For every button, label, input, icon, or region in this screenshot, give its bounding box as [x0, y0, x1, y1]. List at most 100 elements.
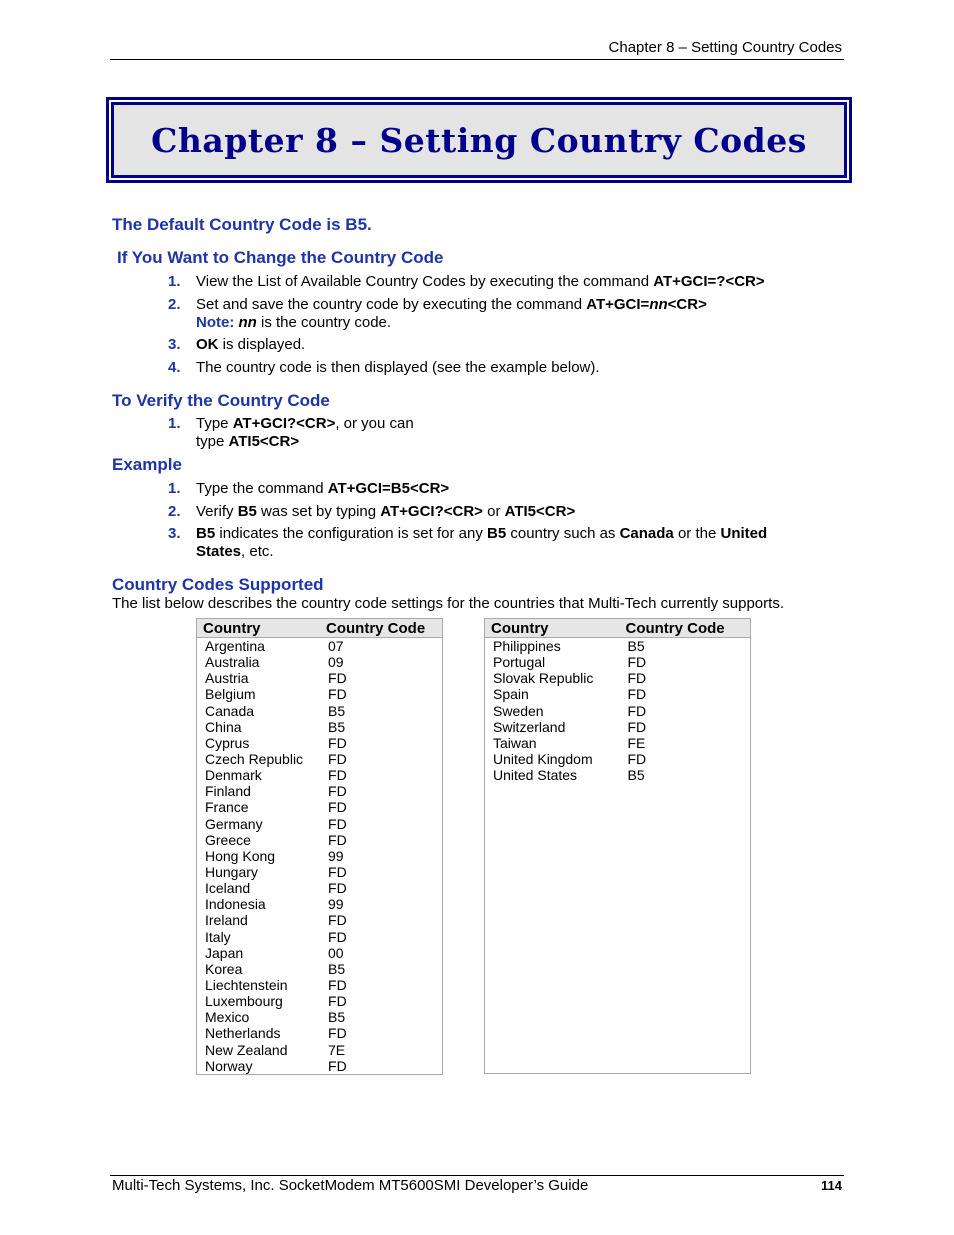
command-text: Canada: [619, 525, 674, 542]
table-row: Austria FD: [197, 670, 443, 686]
step-number: 1.: [168, 415, 181, 432]
country-cell: Luxembourg: [205, 993, 283, 1010]
step-text: OK is displayed.: [196, 336, 305, 354]
command-text: AT+GCI?<CR>: [232, 415, 336, 432]
table-row: Spain FD: [485, 686, 751, 702]
command-text: B5: [487, 525, 507, 542]
country-cell: Germany: [205, 815, 263, 832]
column-header-country: Country: [196, 618, 321, 638]
table-row: Belgium FD: [197, 686, 443, 702]
country-code-cell: 07: [328, 638, 344, 655]
table-row: Finland FD: [197, 783, 443, 799]
country-cell: Ireland: [205, 912, 248, 929]
country-cell: France: [205, 799, 249, 816]
table-row: United Kingdom FD: [485, 751, 751, 767]
step-number: 1.: [168, 480, 181, 497]
country-cell: Hungary: [205, 864, 258, 881]
supported-intro: The list below describes the country cod…: [112, 595, 784, 612]
column-header-code: Country Code: [619, 618, 751, 638]
step-text: The country code is then displayed (see …: [196, 359, 600, 377]
country-code-cell: FD: [328, 831, 347, 848]
table-row: Hungary FD: [197, 864, 443, 880]
country-code-cell: FD: [328, 799, 347, 816]
country-code-cell: 00: [328, 944, 344, 961]
step-text-segment: The country code is then displayed (see …: [196, 359, 600, 376]
step-text: Type the command AT+GCI=B5<CR>: [196, 480, 449, 498]
country-cell: New Zealand: [205, 1041, 288, 1058]
country-code-cell: FD: [328, 928, 347, 945]
table-row: Germany FD: [197, 816, 443, 832]
step-text-segment: View the List of Available Country Codes…: [196, 273, 654, 290]
country-code-cell: FD: [328, 783, 347, 800]
step-text-segment: country such as: [506, 525, 620, 542]
country-cell: Switzerland: [493, 718, 566, 735]
country-cell: Cyprus: [205, 734, 250, 751]
footer-text: Multi-Tech Systems, Inc. SocketModem MT5…: [112, 1177, 589, 1194]
step-text: States, etc.: [196, 543, 274, 561]
country-cell: Korea: [205, 960, 243, 977]
step-text: Set and save the country code by executi…: [196, 296, 707, 314]
country-code-cell: B5: [328, 718, 346, 735]
step-text-segment: Type the command: [196, 480, 328, 497]
command-text: B5: [196, 525, 216, 542]
country-code-cell: FD: [328, 767, 347, 784]
table-row: United States B5: [485, 767, 751, 783]
step-number: 3.: [168, 525, 181, 542]
country-cell: United Kingdom: [493, 751, 593, 768]
example-heading: Example: [112, 455, 182, 474]
command-text: OK: [196, 336, 219, 353]
footer-rule: [110, 1175, 844, 1176]
country-cell: Sweden: [493, 702, 544, 719]
step-text-segment: type: [196, 433, 229, 450]
chapter-title-box: Chapter 8 – Setting Country Codes: [106, 97, 852, 183]
country-code-cell: FD: [627, 670, 647, 687]
command-text: nn: [649, 296, 668, 313]
country-code-cell: FD: [627, 654, 647, 671]
country-code-cell: FD: [328, 751, 347, 768]
table-row: China B5: [197, 719, 443, 735]
country-cell: Liechtenstein: [205, 977, 288, 994]
supported-heading: Country Codes Supported: [112, 575, 324, 594]
country-cell: Japan: [205, 944, 244, 961]
command-text: AT+GCI=B5<CR>: [327, 480, 450, 497]
table-row: Philippines B5: [485, 638, 751, 655]
table-row: Hong Kong 99: [197, 848, 443, 864]
table-row: Denmark FD: [197, 767, 443, 783]
table-row: Italy FD: [197, 929, 443, 945]
table-row: Liechtenstein FD: [197, 977, 443, 993]
chapter-title: Chapter 8 – Setting Country Codes: [151, 120, 807, 160]
table-row: Greece FD: [197, 832, 443, 848]
country-cell: Czech Republic: [205, 751, 304, 768]
header-rule: [110, 59, 844, 60]
country-code-cell: FD: [328, 815, 347, 832]
country-cell: United States: [493, 767, 578, 784]
command-text: AT+GCI=?<CR>: [653, 273, 765, 290]
country-code-cell: FD: [328, 1025, 347, 1042]
country-cell: Argentina: [205, 638, 265, 655]
country-code-cell: FD: [328, 864, 347, 881]
country-code-cell: B5: [627, 767, 645, 784]
command-text: nn: [238, 314, 257, 331]
country-cell: Netherlands: [205, 1025, 281, 1042]
step-text-segment: or: [482, 503, 505, 520]
country-code-cell: 99: [328, 847, 344, 864]
country-code-cell: FD: [328, 686, 347, 703]
country-code-cell: FD: [328, 880, 347, 897]
country-cell: Norway: [205, 1057, 253, 1074]
command-text: B5: [237, 503, 257, 520]
step-text-segment: Set and save the country code by executi…: [196, 296, 587, 313]
country-code-cell: FD: [328, 734, 347, 751]
country-cell: Hong Kong: [205, 847, 276, 864]
command-text: ATI5<CR>: [504, 503, 576, 520]
country-cell: Slovak Republic: [493, 670, 594, 687]
step-text-segment: indicates the configuration is set for a…: [215, 525, 488, 542]
country-code-cell: FD: [328, 1057, 347, 1074]
country-cell: Belgium: [205, 686, 256, 703]
command-text: United: [720, 525, 768, 542]
step-text-segment: Verify: [196, 503, 238, 520]
table-row: Indonesia 99: [197, 896, 443, 912]
table-row: Argentina 07: [197, 638, 443, 655]
table-row: Canada B5: [197, 703, 443, 719]
step-text: B5 indicates the configuration is set fo…: [196, 525, 767, 543]
